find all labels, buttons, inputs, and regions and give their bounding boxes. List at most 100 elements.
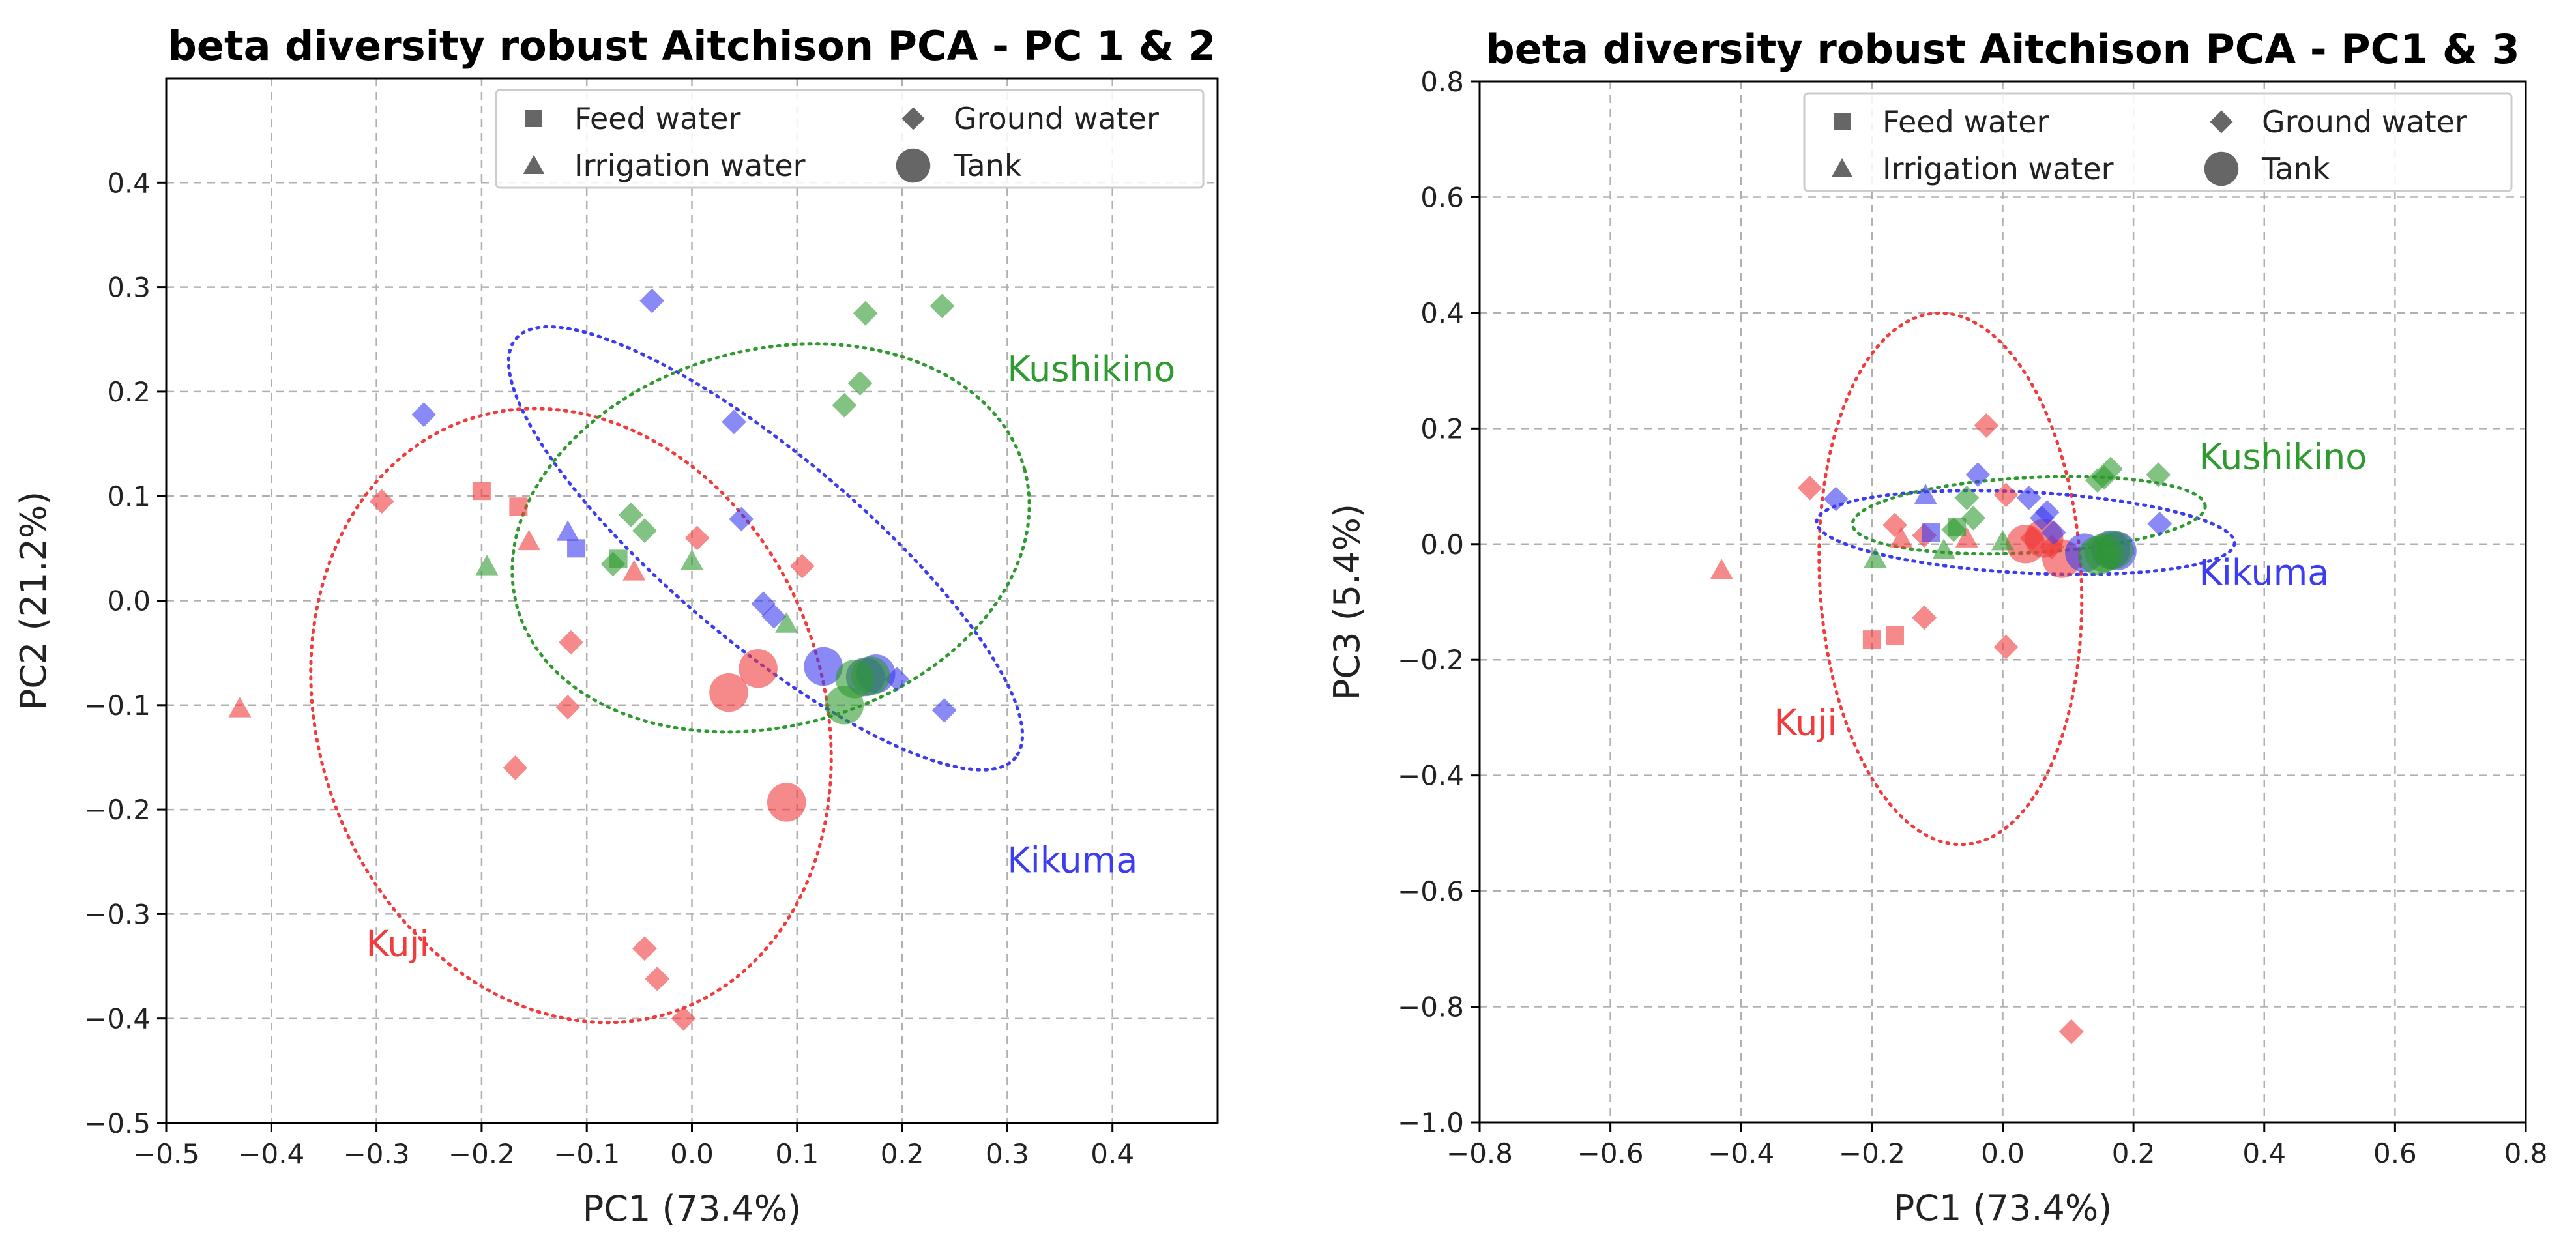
chart1-point-kikuma-ground-water — [729, 506, 754, 532]
chart1-point-kuji-tank — [767, 783, 806, 822]
chart2-point-kikuma-ground-water — [2041, 520, 2066, 545]
chart1-legend-box — [495, 89, 1205, 189]
chart1-point-kikuma-ground-water — [761, 604, 787, 629]
chart2-point-kuji-feed-water — [1885, 626, 1904, 645]
chart1-point-kuji-irrigation-water — [622, 560, 646, 581]
chart1-ylabel: PC2 (21.2%) — [13, 491, 54, 710]
chart2-point-kuji-irrigation-water — [1710, 559, 1733, 579]
chart1-legend-label: Irrigation water — [574, 148, 806, 183]
chart2-point-kikuma-irrigation-water — [1914, 483, 1937, 504]
chart1-legend-label: Tank — [953, 148, 1022, 183]
chart1-xtick-label: −0.2 — [448, 1138, 515, 1170]
chart2-ytick-label: −0.2 — [1398, 644, 1464, 676]
chart2-point-kuji-ground-water — [2058, 1019, 2084, 1044]
chart2-group-label-kuji: Kuji — [1774, 703, 1837, 744]
chart2-point-kuji-feed-water — [1862, 630, 1881, 649]
chart1-xtick-label: 0.0 — [670, 1138, 714, 1170]
chart1-point-kikuma-irrigation-water — [556, 520, 579, 541]
chart1-legend-triangle-icon — [523, 154, 545, 174]
chart1-xtick-label: −0.4 — [238, 1138, 304, 1170]
chart1-xtick-label: 0.1 — [775, 1138, 819, 1170]
chart2-xtick-label: −0.8 — [1446, 1137, 1513, 1169]
chart1-xtick-label: 0.4 — [1090, 1138, 1134, 1170]
chart2-ytick-label: −0.4 — [1398, 760, 1464, 792]
chart1: Kushikino Kikuma Kuji −0.5 −0.4 −0.3 −0.2 −0.1 0… — [13, 22, 1219, 1229]
chart1-point-kuji-irrigation-water — [228, 697, 252, 718]
chart2-ytick-label: 0.6 — [1420, 181, 1464, 213]
chart1-point-kushikino-ground-water — [832, 392, 857, 418]
chart1-point-kikuma-ground-water — [722, 409, 746, 435]
chart2-point-kikuma-ground-water — [1823, 486, 1849, 512]
chart1-ytick-label: 0.2 — [107, 376, 151, 408]
chart2-point-kushikino-ground-water — [1961, 505, 1986, 531]
chart1-point-kuji-ground-water — [789, 553, 815, 579]
chart2-xtick-label: 0.4 — [2242, 1137, 2286, 1169]
chart1-xtick-label: −0.3 — [344, 1138, 410, 1170]
chart1-xtick-label: −0.5 — [133, 1138, 199, 1170]
chart2-point-kushikino-ground-water — [2085, 468, 2110, 493]
chart1-point-kikuma-ground-water — [931, 697, 957, 723]
chart1-group-label-kushikino: Kushikino — [1007, 349, 1175, 390]
chart2-group-label-kikuma: Kikuma — [2199, 552, 2329, 593]
chart2-xtick-label: 0.0 — [1981, 1137, 2025, 1169]
chart1-point-kikuma-tank — [804, 647, 843, 686]
chart2-point-kuji-ground-water — [1797, 475, 1822, 501]
chart2-point-kushikino-irrigation-water — [1864, 547, 1887, 568]
chart1-point-kushikino-tank — [851, 656, 890, 695]
chart2-ytick-label: −1.0 — [1398, 1107, 1464, 1139]
chart1-ellipse-kushikino — [510, 342, 1031, 734]
chart2-point-kikuma-ground-water — [1965, 462, 1991, 488]
chart1-point-kuji-ground-water — [369, 489, 394, 514]
chart2-point-kikuma-ground-water — [2034, 500, 2060, 525]
chart2-legend-label: Ground water — [2262, 104, 2467, 139]
chart2-group-label-kushikino: Kushikino — [2199, 436, 2367, 477]
chart1-point-kikuma-ground-water — [411, 402, 437, 428]
chart2-xtick-label: −0.2 — [1839, 1137, 1905, 1169]
chart1-point-kushikino-irrigation-water — [475, 555, 499, 576]
chart2-ytick-label: 0.8 — [1420, 66, 1464, 98]
chart1-point-kuji-tank — [709, 673, 748, 712]
chart1-point-kikuma-feed-water — [567, 539, 586, 558]
chart1-ytick-label: 0.4 — [107, 167, 151, 199]
chart2-point-kuji-ground-water — [1912, 605, 1937, 630]
chart2-point-kikuma-ground-water — [2147, 511, 2173, 536]
chart1-ytick-label: −0.3 — [84, 898, 151, 930]
chart2-point-kushikino-tank — [2094, 530, 2133, 570]
chart1-xtick-label: 0.2 — [881, 1138, 924, 1170]
chart2-ellipse-kuji — [1817, 311, 2084, 847]
chart2-point-kuji-irrigation-water — [1955, 527, 1978, 548]
chart2-xtick-label: 0.6 — [2373, 1137, 2417, 1169]
chart1-ellipse-kuji — [309, 407, 833, 1025]
chart2-legend-label: Irrigation water — [1882, 151, 2114, 186]
chart2-point-kuji-ground-water — [1974, 413, 1999, 438]
chart2-ytick-label: −0.8 — [1398, 991, 1464, 1023]
chart1-ytick-label: 0.1 — [107, 480, 151, 512]
chart2-legend-circle-icon — [2204, 151, 2239, 186]
chart1-point-kikuma-ground-water — [639, 288, 665, 314]
chart1-ytick-label: −0.5 — [84, 1107, 151, 1139]
chart1-title: beta diversity robust Aitchison PCA - PC… — [168, 22, 1216, 70]
chart1-point-kushikino-ground-water — [847, 371, 873, 396]
chart2-point-kushikino-ground-water — [1954, 485, 1980, 510]
chart2-xlabel: PC1 (73.4%) — [1894, 1188, 2112, 1229]
chart1-point-kuji-ground-water — [684, 525, 710, 551]
chart2-legend-box — [1803, 92, 2513, 192]
chart1-ytick-label: 0.3 — [107, 272, 151, 304]
chart1-point-kushikino-ground-water — [600, 551, 626, 577]
chart2-xtick-label: −0.4 — [1708, 1137, 1774, 1169]
chart2-ylabel: PC3 (5.4%) — [1326, 504, 1368, 700]
chart1-point-kushikino-irrigation-water — [775, 612, 798, 633]
chart2-legend-triangle-icon — [1831, 158, 1853, 177]
chart1-point-kuji-irrigation-water — [517, 529, 540, 551]
chart2-ytick-label: 0.2 — [1420, 413, 1464, 445]
chart2-xtick-label: 0.8 — [2504, 1137, 2548, 1169]
chart1-xtick-label: 0.3 — [986, 1138, 1029, 1170]
chart2-ytick-label: −0.6 — [1398, 875, 1464, 907]
chart2-ytick-label: 0.0 — [1420, 529, 1464, 561]
chart1-point-kuji-feed-water — [509, 497, 528, 516]
chart1-point-kushikino-ground-water — [619, 503, 643, 527]
chart1-point-kuji-ground-water — [645, 966, 670, 991]
chart2-point-kushikino-ground-water — [1941, 517, 1967, 542]
chart1-legend-label: Feed water — [574, 101, 741, 136]
